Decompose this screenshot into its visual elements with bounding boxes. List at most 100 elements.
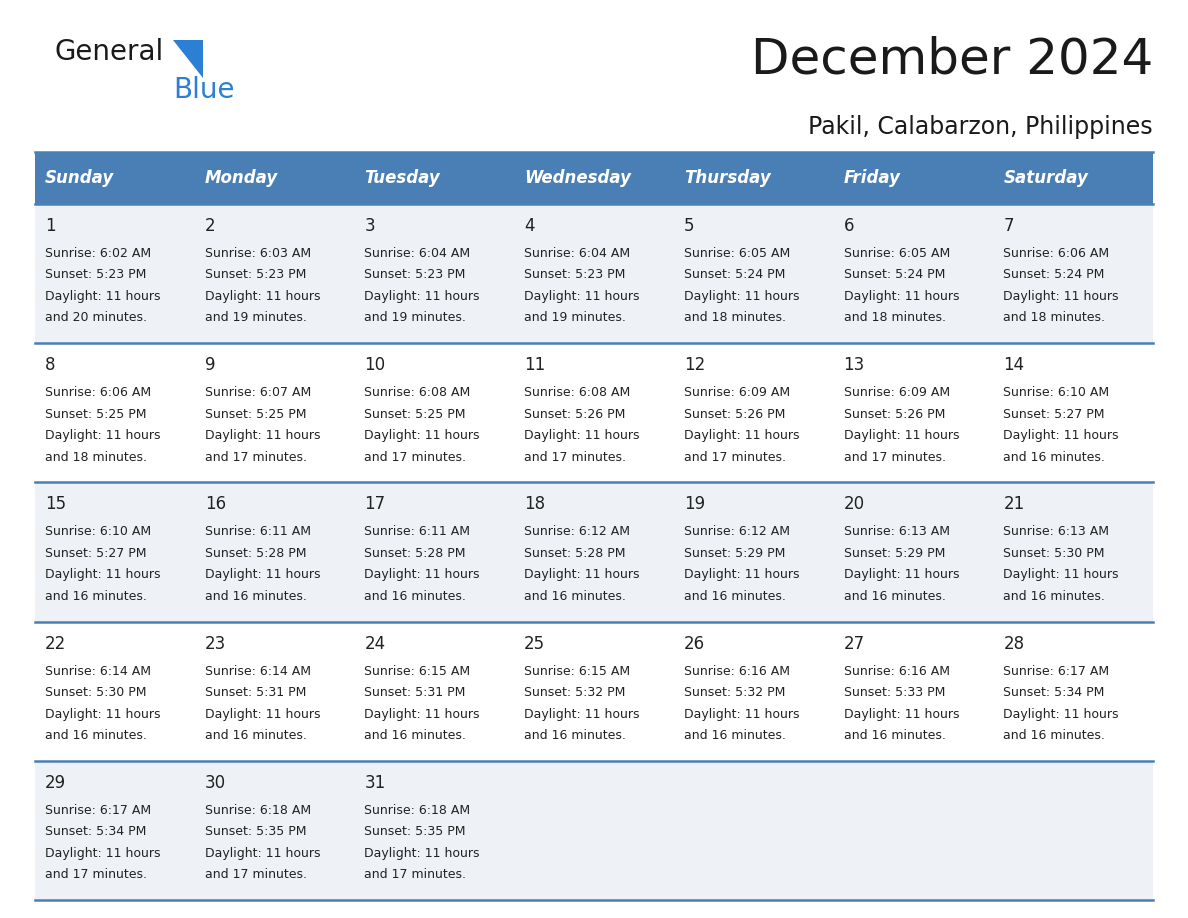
Bar xyxy=(993,482,1154,621)
Text: and 17 minutes.: and 17 minutes. xyxy=(204,868,307,881)
Bar xyxy=(195,204,354,343)
Text: Sunrise: 6:03 AM: Sunrise: 6:03 AM xyxy=(204,247,311,260)
Text: Daylight: 11 hours: Daylight: 11 hours xyxy=(365,568,480,581)
Text: and 16 minutes.: and 16 minutes. xyxy=(524,729,626,742)
Text: and 19 minutes.: and 19 minutes. xyxy=(365,311,467,324)
Bar xyxy=(834,152,993,204)
Text: 21: 21 xyxy=(1004,496,1024,513)
Text: Sunrise: 6:04 AM: Sunrise: 6:04 AM xyxy=(365,247,470,260)
Text: Daylight: 11 hours: Daylight: 11 hours xyxy=(1004,708,1119,721)
Text: Friday: Friday xyxy=(843,169,901,187)
Text: 13: 13 xyxy=(843,356,865,375)
Text: Sunrise: 6:06 AM: Sunrise: 6:06 AM xyxy=(45,386,151,399)
Text: Sunrise: 6:02 AM: Sunrise: 6:02 AM xyxy=(45,247,151,260)
Text: Sunset: 5:31 PM: Sunset: 5:31 PM xyxy=(365,686,466,700)
Text: and 16 minutes.: and 16 minutes. xyxy=(365,590,467,603)
Bar xyxy=(195,621,354,761)
Text: Daylight: 11 hours: Daylight: 11 hours xyxy=(45,708,160,721)
Text: Sunset: 5:28 PM: Sunset: 5:28 PM xyxy=(365,547,466,560)
Text: Sunset: 5:28 PM: Sunset: 5:28 PM xyxy=(524,547,626,560)
Text: Daylight: 11 hours: Daylight: 11 hours xyxy=(365,708,480,721)
Text: and 16 minutes.: and 16 minutes. xyxy=(843,590,946,603)
Text: Daylight: 11 hours: Daylight: 11 hours xyxy=(45,846,160,860)
Bar xyxy=(354,204,514,343)
Text: Daylight: 11 hours: Daylight: 11 hours xyxy=(524,290,639,303)
Text: 27: 27 xyxy=(843,634,865,653)
Text: Sunset: 5:25 PM: Sunset: 5:25 PM xyxy=(45,408,146,420)
Text: Sunset: 5:25 PM: Sunset: 5:25 PM xyxy=(365,408,466,420)
Text: Sunset: 5:24 PM: Sunset: 5:24 PM xyxy=(843,268,944,282)
Text: Sunset: 5:29 PM: Sunset: 5:29 PM xyxy=(843,547,944,560)
Text: 10: 10 xyxy=(365,356,386,375)
Bar xyxy=(834,482,993,621)
Text: Saturday: Saturday xyxy=(1004,169,1088,187)
Text: Sunrise: 6:14 AM: Sunrise: 6:14 AM xyxy=(45,665,151,677)
Text: Sunrise: 6:16 AM: Sunrise: 6:16 AM xyxy=(843,665,949,677)
Bar xyxy=(34,204,195,343)
Text: 12: 12 xyxy=(684,356,706,375)
Text: and 16 minutes.: and 16 minutes. xyxy=(843,729,946,742)
Text: Monday: Monday xyxy=(204,169,278,187)
Bar xyxy=(514,621,674,761)
Bar xyxy=(834,761,993,900)
Text: and 17 minutes.: and 17 minutes. xyxy=(684,451,785,464)
Text: Daylight: 11 hours: Daylight: 11 hours xyxy=(684,708,800,721)
Text: 2: 2 xyxy=(204,217,215,235)
Bar xyxy=(514,482,674,621)
Text: Sunset: 5:30 PM: Sunset: 5:30 PM xyxy=(45,686,146,700)
Text: 7: 7 xyxy=(1004,217,1013,235)
Bar xyxy=(993,152,1154,204)
Text: Sunrise: 6:09 AM: Sunrise: 6:09 AM xyxy=(843,386,949,399)
Text: Sunset: 5:29 PM: Sunset: 5:29 PM xyxy=(684,547,785,560)
Text: Sunrise: 6:17 AM: Sunrise: 6:17 AM xyxy=(1004,665,1110,677)
Text: Daylight: 11 hours: Daylight: 11 hours xyxy=(45,290,160,303)
Text: Sunset: 5:23 PM: Sunset: 5:23 PM xyxy=(204,268,307,282)
Text: Sunset: 5:35 PM: Sunset: 5:35 PM xyxy=(365,825,466,838)
Text: Sunday: Sunday xyxy=(45,169,114,187)
Text: Sunrise: 6:05 AM: Sunrise: 6:05 AM xyxy=(684,247,790,260)
Bar xyxy=(514,343,674,482)
Text: and 16 minutes.: and 16 minutes. xyxy=(45,590,147,603)
Text: Daylight: 11 hours: Daylight: 11 hours xyxy=(204,430,321,442)
Text: Sunrise: 6:12 AM: Sunrise: 6:12 AM xyxy=(524,525,630,538)
Text: and 18 minutes.: and 18 minutes. xyxy=(843,311,946,324)
Text: and 16 minutes.: and 16 minutes. xyxy=(684,590,785,603)
Text: Daylight: 11 hours: Daylight: 11 hours xyxy=(843,430,959,442)
Text: Daylight: 11 hours: Daylight: 11 hours xyxy=(843,568,959,581)
Text: and 16 minutes.: and 16 minutes. xyxy=(45,729,147,742)
Text: Daylight: 11 hours: Daylight: 11 hours xyxy=(524,568,639,581)
Text: and 18 minutes.: and 18 minutes. xyxy=(684,311,785,324)
Text: Sunset: 5:32 PM: Sunset: 5:32 PM xyxy=(524,686,626,700)
Text: 29: 29 xyxy=(45,774,67,792)
Text: Sunrise: 6:17 AM: Sunrise: 6:17 AM xyxy=(45,804,151,817)
Text: Sunset: 5:23 PM: Sunset: 5:23 PM xyxy=(45,268,146,282)
Text: Daylight: 11 hours: Daylight: 11 hours xyxy=(524,430,639,442)
Bar xyxy=(993,621,1154,761)
Text: Daylight: 11 hours: Daylight: 11 hours xyxy=(684,430,800,442)
Text: Sunset: 5:23 PM: Sunset: 5:23 PM xyxy=(365,268,466,282)
Bar xyxy=(34,482,195,621)
Text: Sunset: 5:26 PM: Sunset: 5:26 PM xyxy=(524,408,626,420)
Text: and 17 minutes.: and 17 minutes. xyxy=(843,451,946,464)
Text: Sunrise: 6:08 AM: Sunrise: 6:08 AM xyxy=(524,386,631,399)
Text: Sunset: 5:23 PM: Sunset: 5:23 PM xyxy=(524,268,626,282)
Text: and 16 minutes.: and 16 minutes. xyxy=(1004,590,1105,603)
Text: December 2024: December 2024 xyxy=(751,35,1154,83)
Text: Daylight: 11 hours: Daylight: 11 hours xyxy=(204,846,321,860)
Text: Daylight: 11 hours: Daylight: 11 hours xyxy=(204,290,321,303)
Bar xyxy=(993,761,1154,900)
Text: Sunset: 5:34 PM: Sunset: 5:34 PM xyxy=(45,825,146,838)
Text: 26: 26 xyxy=(684,634,704,653)
Text: Sunset: 5:28 PM: Sunset: 5:28 PM xyxy=(204,547,307,560)
Bar xyxy=(834,204,993,343)
Text: 25: 25 xyxy=(524,634,545,653)
Bar xyxy=(674,761,834,900)
Text: and 16 minutes.: and 16 minutes. xyxy=(1004,729,1105,742)
Bar xyxy=(34,343,195,482)
Text: Sunrise: 6:06 AM: Sunrise: 6:06 AM xyxy=(1004,247,1110,260)
Text: Daylight: 11 hours: Daylight: 11 hours xyxy=(204,708,321,721)
Bar xyxy=(674,621,834,761)
Bar xyxy=(34,152,195,204)
Text: Sunrise: 6:15 AM: Sunrise: 6:15 AM xyxy=(524,665,631,677)
Text: Sunrise: 6:07 AM: Sunrise: 6:07 AM xyxy=(204,386,311,399)
